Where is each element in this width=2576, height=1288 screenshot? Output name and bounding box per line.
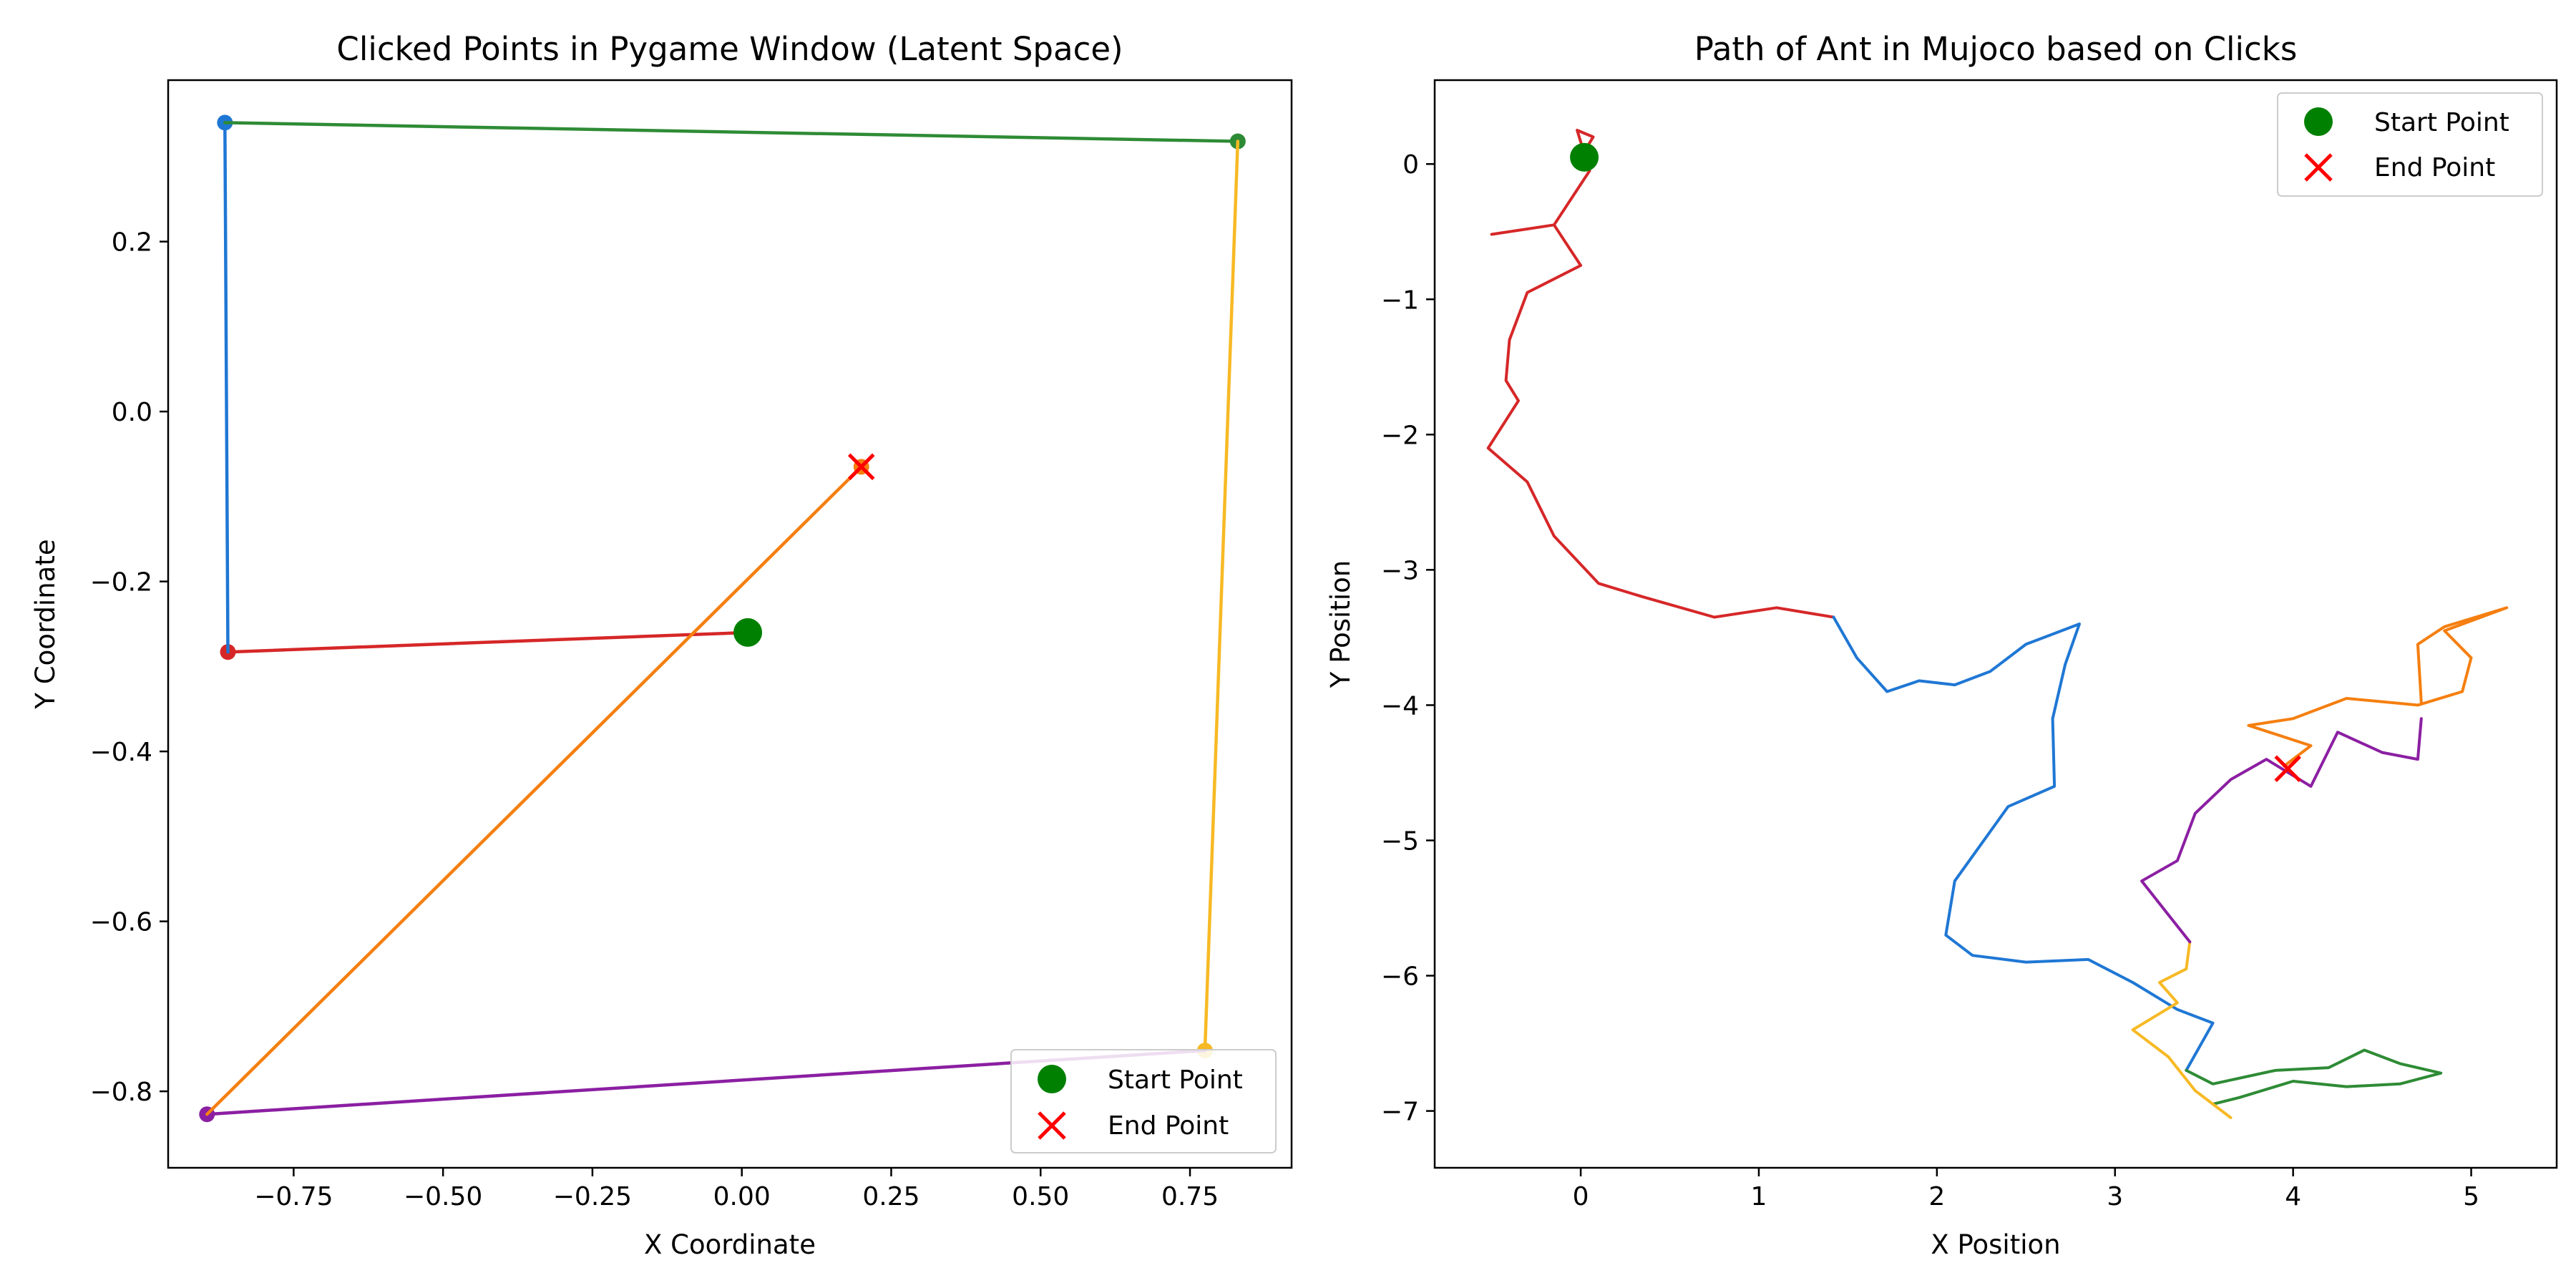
start-point-marker [733, 618, 763, 647]
x-tick-label: 2 [1928, 1182, 1945, 1211]
legend-box [1010, 1049, 1277, 1153]
y-tick-label: −0.2 [90, 568, 152, 597]
y-tick-label: −0.6 [90, 908, 152, 937]
x-tick-label: 3 [2107, 1182, 2123, 1211]
x-axis-ticks: 0 1 2 3 4 5 [1573, 1168, 2479, 1211]
x-tick-label: 0.50 [1012, 1182, 1069, 1211]
series-1 [1832, 615, 2215, 1072]
legend: Start Point End Point [2277, 92, 2543, 197]
plot-area-frame [167, 79, 1293, 1169]
y-axis-label: Y Position [1325, 560, 1356, 688]
y-tick-label: −2 [1381, 421, 1419, 450]
legend-box [2277, 92, 2543, 197]
latent-space-chart: −0.75 −0.50 −0.25 0.00 0.25 0.50 0.75 −0.8 −0.6… [30, 30, 1293, 1260]
y-tick-label: −5 [1381, 826, 1419, 856]
y-tick-label: 0 [1402, 150, 1419, 180]
y-tick-label: −1 [1381, 286, 1419, 315]
series-4 [2140, 717, 2423, 944]
y-tick-label: −4 [1381, 691, 1419, 721]
y-tick-label: −6 [1381, 962, 1419, 992]
series-line [205, 465, 863, 1116]
series-line [2185, 1048, 2443, 1106]
clicked-points-series-layer [199, 114, 1246, 1123]
chart-title: Clicked Points in Pygame Window (Latent … [336, 30, 1123, 68]
y-tick-label: −0.4 [90, 738, 152, 767]
series-0 [1486, 129, 1835, 619]
legend-start-label: Start Point [2374, 108, 2509, 137]
series-line [1203, 140, 1240, 1053]
legend-end-marker [1038, 1111, 1066, 1140]
plot-area-frame [1433, 79, 2558, 1169]
y-tick-label: −7 [1381, 1098, 1419, 1127]
series-line [2131, 940, 2233, 1119]
series-line [223, 121, 1240, 143]
legend-end-label: End Point [2374, 153, 2495, 182]
y-tick-label: −3 [1381, 556, 1419, 585]
ant-path-chart: 0 1 2 3 4 5 0 −1 −2 −3 −4 −5 −6 −7 Path of Ant in Mu… [1325, 30, 2558, 1260]
x-axis-label: X Coordinate [644, 1229, 816, 1260]
legend-end-label: End Point [1108, 1111, 1229, 1141]
x-tick-label: 1 [1751, 1182, 1767, 1211]
series-line [1486, 129, 1835, 619]
chart-title: Path of Ant in Mujoco based on Clicks [1694, 30, 2298, 68]
x-tick-label: 0 [1573, 1182, 1589, 1211]
end-point-marker [847, 453, 875, 481]
x-tick-label: −0.25 [553, 1182, 632, 1211]
series-line [2247, 606, 2509, 768]
ant-path-series-layer [1486, 129, 2509, 1119]
series-line [226, 630, 750, 654]
legend-start-marker [1038, 1065, 1066, 1093]
x-tick-label: −0.75 [254, 1182, 333, 1211]
x-tick-label: 0.75 [1161, 1182, 1219, 1211]
start-point-marker [1570, 142, 1599, 172]
y-axis-label: Y Coordinate [30, 539, 61, 709]
y-axis-ticks: 0 −1 −2 −3 −4 −5 −6 −7 [1381, 150, 1435, 1127]
x-axis-label: X Position [1931, 1229, 2060, 1260]
legend: Start Point End Point [1010, 1049, 1277, 1153]
y-axis-ticks: −0.8 −0.6 −0.4 −0.2 0.0 0.2 [90, 228, 168, 1107]
end-point-marker [2274, 755, 2301, 783]
series-5 [2247, 606, 2509, 768]
series-line [2140, 717, 2423, 944]
series-3 [2131, 940, 2233, 1119]
x-axis-ticks: −0.75 −0.50 −0.25 0.00 0.25 0.50 0.75 [254, 1168, 1219, 1211]
series-line [1832, 615, 2215, 1072]
y-tick-label: −0.8 [90, 1078, 152, 1107]
legend-end-marker [2304, 153, 2333, 182]
legend-start-marker [2304, 107, 2333, 136]
y-tick-label: 0.0 [112, 398, 152, 427]
x-tick-label: 0.25 [862, 1182, 919, 1211]
x-tick-label: 4 [2285, 1182, 2301, 1211]
y-tick-label: 0.2 [112, 228, 152, 258]
x-tick-label: 5 [2463, 1182, 2479, 1211]
x-tick-label: 0.00 [713, 1182, 771, 1211]
series-line [223, 121, 230, 654]
legend-start-label: Start Point [1108, 1065, 1243, 1095]
x-tick-label: −0.50 [404, 1182, 482, 1211]
series-2 [2185, 1048, 2443, 1106]
